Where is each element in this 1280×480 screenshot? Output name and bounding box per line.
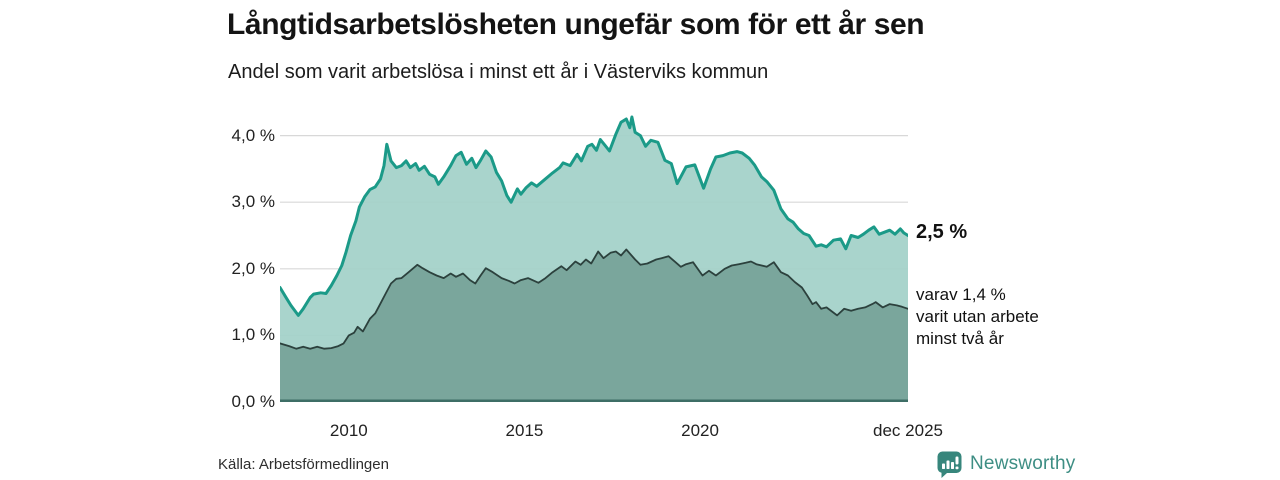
end-value-label: 2,5 %: [916, 221, 968, 243]
newsworthy-logo: Newsworthy: [936, 449, 1075, 479]
area-fill: [280, 249, 908, 402]
y-tick-label: 3,0 %: [231, 192, 275, 212]
y-tick-label: 1,0 %: [231, 325, 275, 345]
source-text: Källa: Arbetsförmedlingen: [218, 456, 389, 473]
chart-title: Långtidsarbetslösheten ungefär som för e…: [227, 8, 925, 41]
secondary-annotation: varav 1,4 % varit utan arbete minst två …: [916, 284, 1086, 350]
chart-area: [280, 115, 908, 402]
bar-chart-badge-icon: [937, 451, 962, 478]
chart-subtitle: Andel som varit arbetslösa i minst ett å…: [228, 61, 769, 83]
brand-name: Newsworthy: [970, 453, 1076, 474]
x-tick-label: dec 2025: [873, 421, 943, 440]
secondary-annotation-line: minst två år: [916, 329, 1004, 348]
chart-plot-svg: [280, 115, 908, 402]
y-tick-label: 4,0 %: [231, 125, 275, 145]
x-tick-label: 2020: [681, 421, 719, 440]
secondary-annotation-line: varav 1,4 %: [916, 285, 1006, 304]
series-line: [280, 248, 908, 350]
y-tick-label: 2,0 %: [231, 258, 275, 278]
secondary-annotation-line: varit utan arbete: [916, 307, 1039, 326]
series-line: [280, 115, 908, 317]
x-tick-label: 2010: [329, 421, 368, 440]
y-tick-label: 0,0 %: [231, 392, 275, 411]
x-tick-label: 2015: [505, 421, 544, 440]
